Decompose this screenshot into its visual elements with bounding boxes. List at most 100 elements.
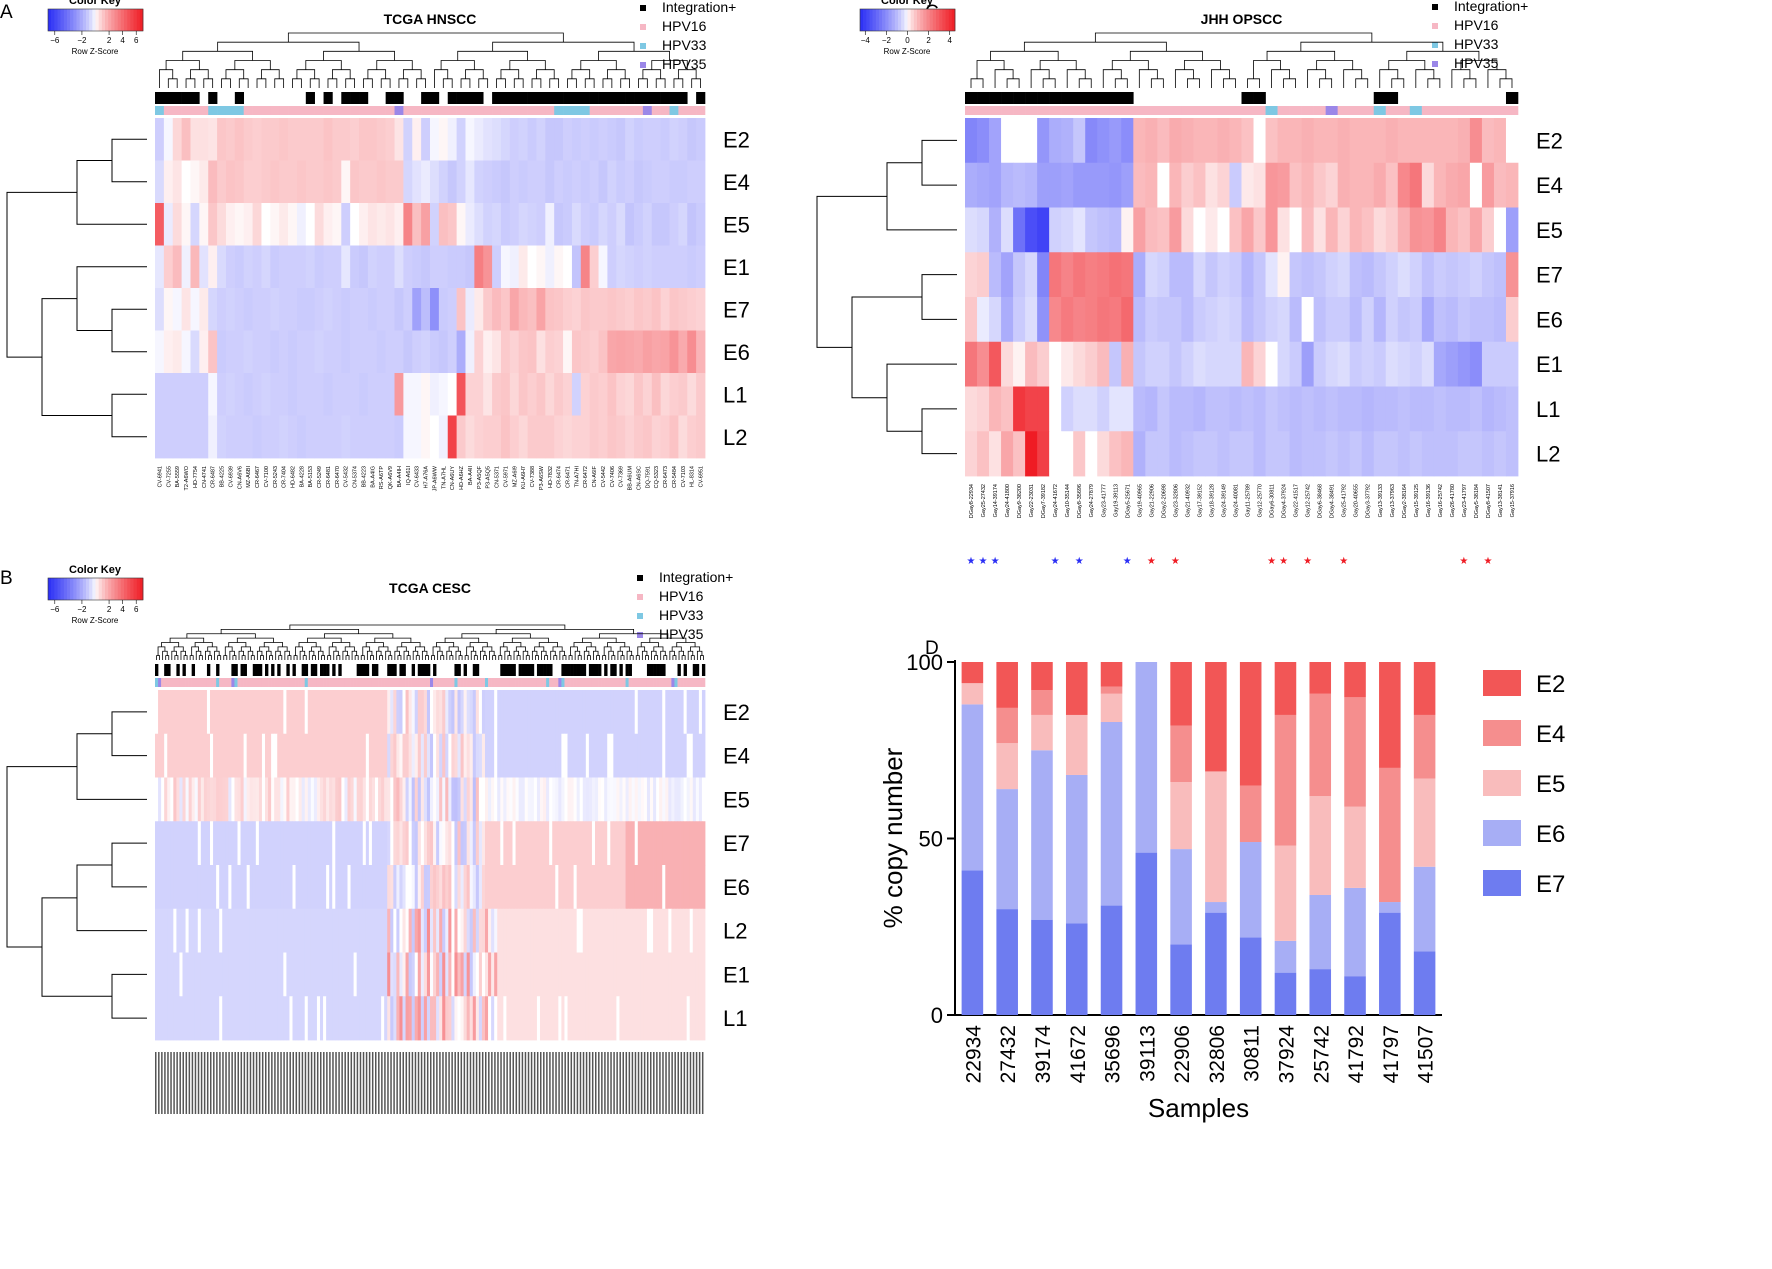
heatmap-cell — [433, 996, 437, 1041]
heatmap-cell — [167, 865, 171, 910]
x-tick-label: 35696 — [1102, 1025, 1125, 1083]
integration-mark — [536, 92, 546, 104]
color-key-swatch — [76, 578, 80, 600]
column-label: Gay22-23031 — [1029, 484, 1035, 517]
heatmap-cell — [631, 952, 636, 997]
column-label-mark — [405, 1052, 408, 1114]
heatmap-cell — [488, 908, 492, 953]
heatmap-cell — [483, 245, 493, 289]
heatmap-cell — [506, 952, 510, 997]
bar-segment-e5 — [1413, 778, 1436, 867]
heatmap-cell — [527, 160, 537, 204]
hpv-type-mark — [1193, 106, 1206, 115]
hpv-type-mark — [1037, 106, 1050, 115]
heatmap-cell — [288, 330, 298, 374]
heatmap-cell — [326, 952, 330, 997]
bar-segment-e2 — [1239, 662, 1262, 786]
heatmap-cell — [1001, 162, 1014, 208]
y-tick-label: 50 — [919, 827, 943, 852]
heatmap-cell — [552, 865, 556, 910]
heatmap-cell — [604, 733, 608, 778]
heatmap-cell — [698, 821, 703, 866]
integration-mark — [457, 664, 461, 676]
column-label: Gay11-25789 — [1246, 484, 1252, 517]
color-key-swatch — [95, 578, 99, 600]
color-key-tick-label: 6 — [134, 605, 139, 614]
heatmap-cell — [466, 865, 471, 910]
heatmap-cell — [338, 690, 342, 735]
heatmap-cell — [601, 690, 605, 735]
color-key-swatch — [76, 9, 80, 31]
column-dendrogram-branch — [263, 642, 283, 647]
column-label-mark — [610, 1052, 612, 1114]
heatmap-cell — [390, 865, 394, 910]
heatmap-cell — [607, 160, 617, 204]
heatmap-cell — [1049, 162, 1062, 208]
column-dendrogram-branch — [663, 655, 668, 660]
heatmap-cell — [430, 160, 440, 204]
heatmap-cell — [1385, 386, 1399, 432]
column-label-mark — [390, 1052, 392, 1114]
heatmap-cell — [356, 821, 361, 866]
column-label-mark — [173, 1052, 175, 1114]
heatmap-cell — [524, 733, 529, 778]
heatmap-cell — [533, 865, 538, 910]
heatmap-cell — [249, 865, 254, 910]
legend-swatch-e7 — [1483, 870, 1521, 896]
heatmap-cell — [288, 288, 298, 331]
heatmap-cell — [445, 777, 449, 822]
heatmap-cell — [668, 865, 672, 910]
heatmap-cell — [217, 330, 227, 374]
heatmap-cell — [570, 690, 575, 735]
heatmap-cell — [692, 996, 697, 1041]
heatmap-cell — [301, 690, 306, 735]
heatmap-cell — [625, 373, 635, 416]
heatmap-cell — [701, 690, 706, 735]
column-dendrogram-branch — [440, 655, 445, 660]
heatmap-cell — [1409, 252, 1423, 298]
heatmap-cell — [564, 777, 568, 822]
hpv-type-mark — [338, 678, 342, 687]
heatmap-cell — [197, 996, 202, 1041]
heatmap-cell — [483, 373, 493, 416]
heatmap-cell — [549, 690, 553, 735]
heatmap-cell — [329, 908, 333, 953]
column-dendrogram-branch — [287, 32, 564, 43]
hpv-type-mark — [653, 678, 657, 687]
hpv-type-mark — [494, 678, 498, 687]
heatmap-cell — [512, 952, 516, 997]
heatmap-cell — [1037, 162, 1050, 208]
heatmap-cell — [167, 690, 171, 735]
integration-mark — [579, 664, 584, 676]
color-key-swatch — [136, 578, 141, 600]
hpv-type-mark — [1373, 106, 1387, 115]
integration-mark — [359, 664, 364, 676]
hpv-type-mark — [445, 678, 449, 687]
heatmap-cell — [283, 821, 287, 866]
heatmap-cell — [1193, 162, 1206, 208]
column-label: P3-A5QF — [477, 465, 483, 489]
hpv-type-mark — [347, 678, 351, 687]
legend-label: HPV16 — [659, 588, 704, 604]
heatmap-cell — [465, 203, 475, 246]
heatmap-cell — [341, 288, 351, 331]
integration-mark — [695, 664, 700, 676]
heatmap-cell — [155, 288, 165, 331]
heatmap-cell — [258, 821, 263, 866]
column-label: CN-A6UY — [450, 466, 456, 490]
row-label: L2 — [723, 425, 747, 450]
hpv-type-mark — [396, 678, 400, 687]
heatmap-cell — [414, 908, 419, 953]
column-dendrogram-branch — [260, 655, 264, 660]
column-dendrogram-branch — [167, 78, 178, 88]
heatmap-cell — [595, 952, 599, 997]
heatmap-cell — [642, 373, 653, 416]
heatmap-cell — [506, 733, 510, 778]
hpv-type-mark — [561, 678, 565, 687]
heatmap-cell — [515, 952, 520, 997]
integration-mark — [616, 92, 626, 104]
heatmap-cell — [631, 690, 636, 735]
heatmap-cell — [261, 952, 266, 997]
heatmap-cell — [561, 865, 565, 910]
heatmap-cell — [1397, 431, 1411, 477]
